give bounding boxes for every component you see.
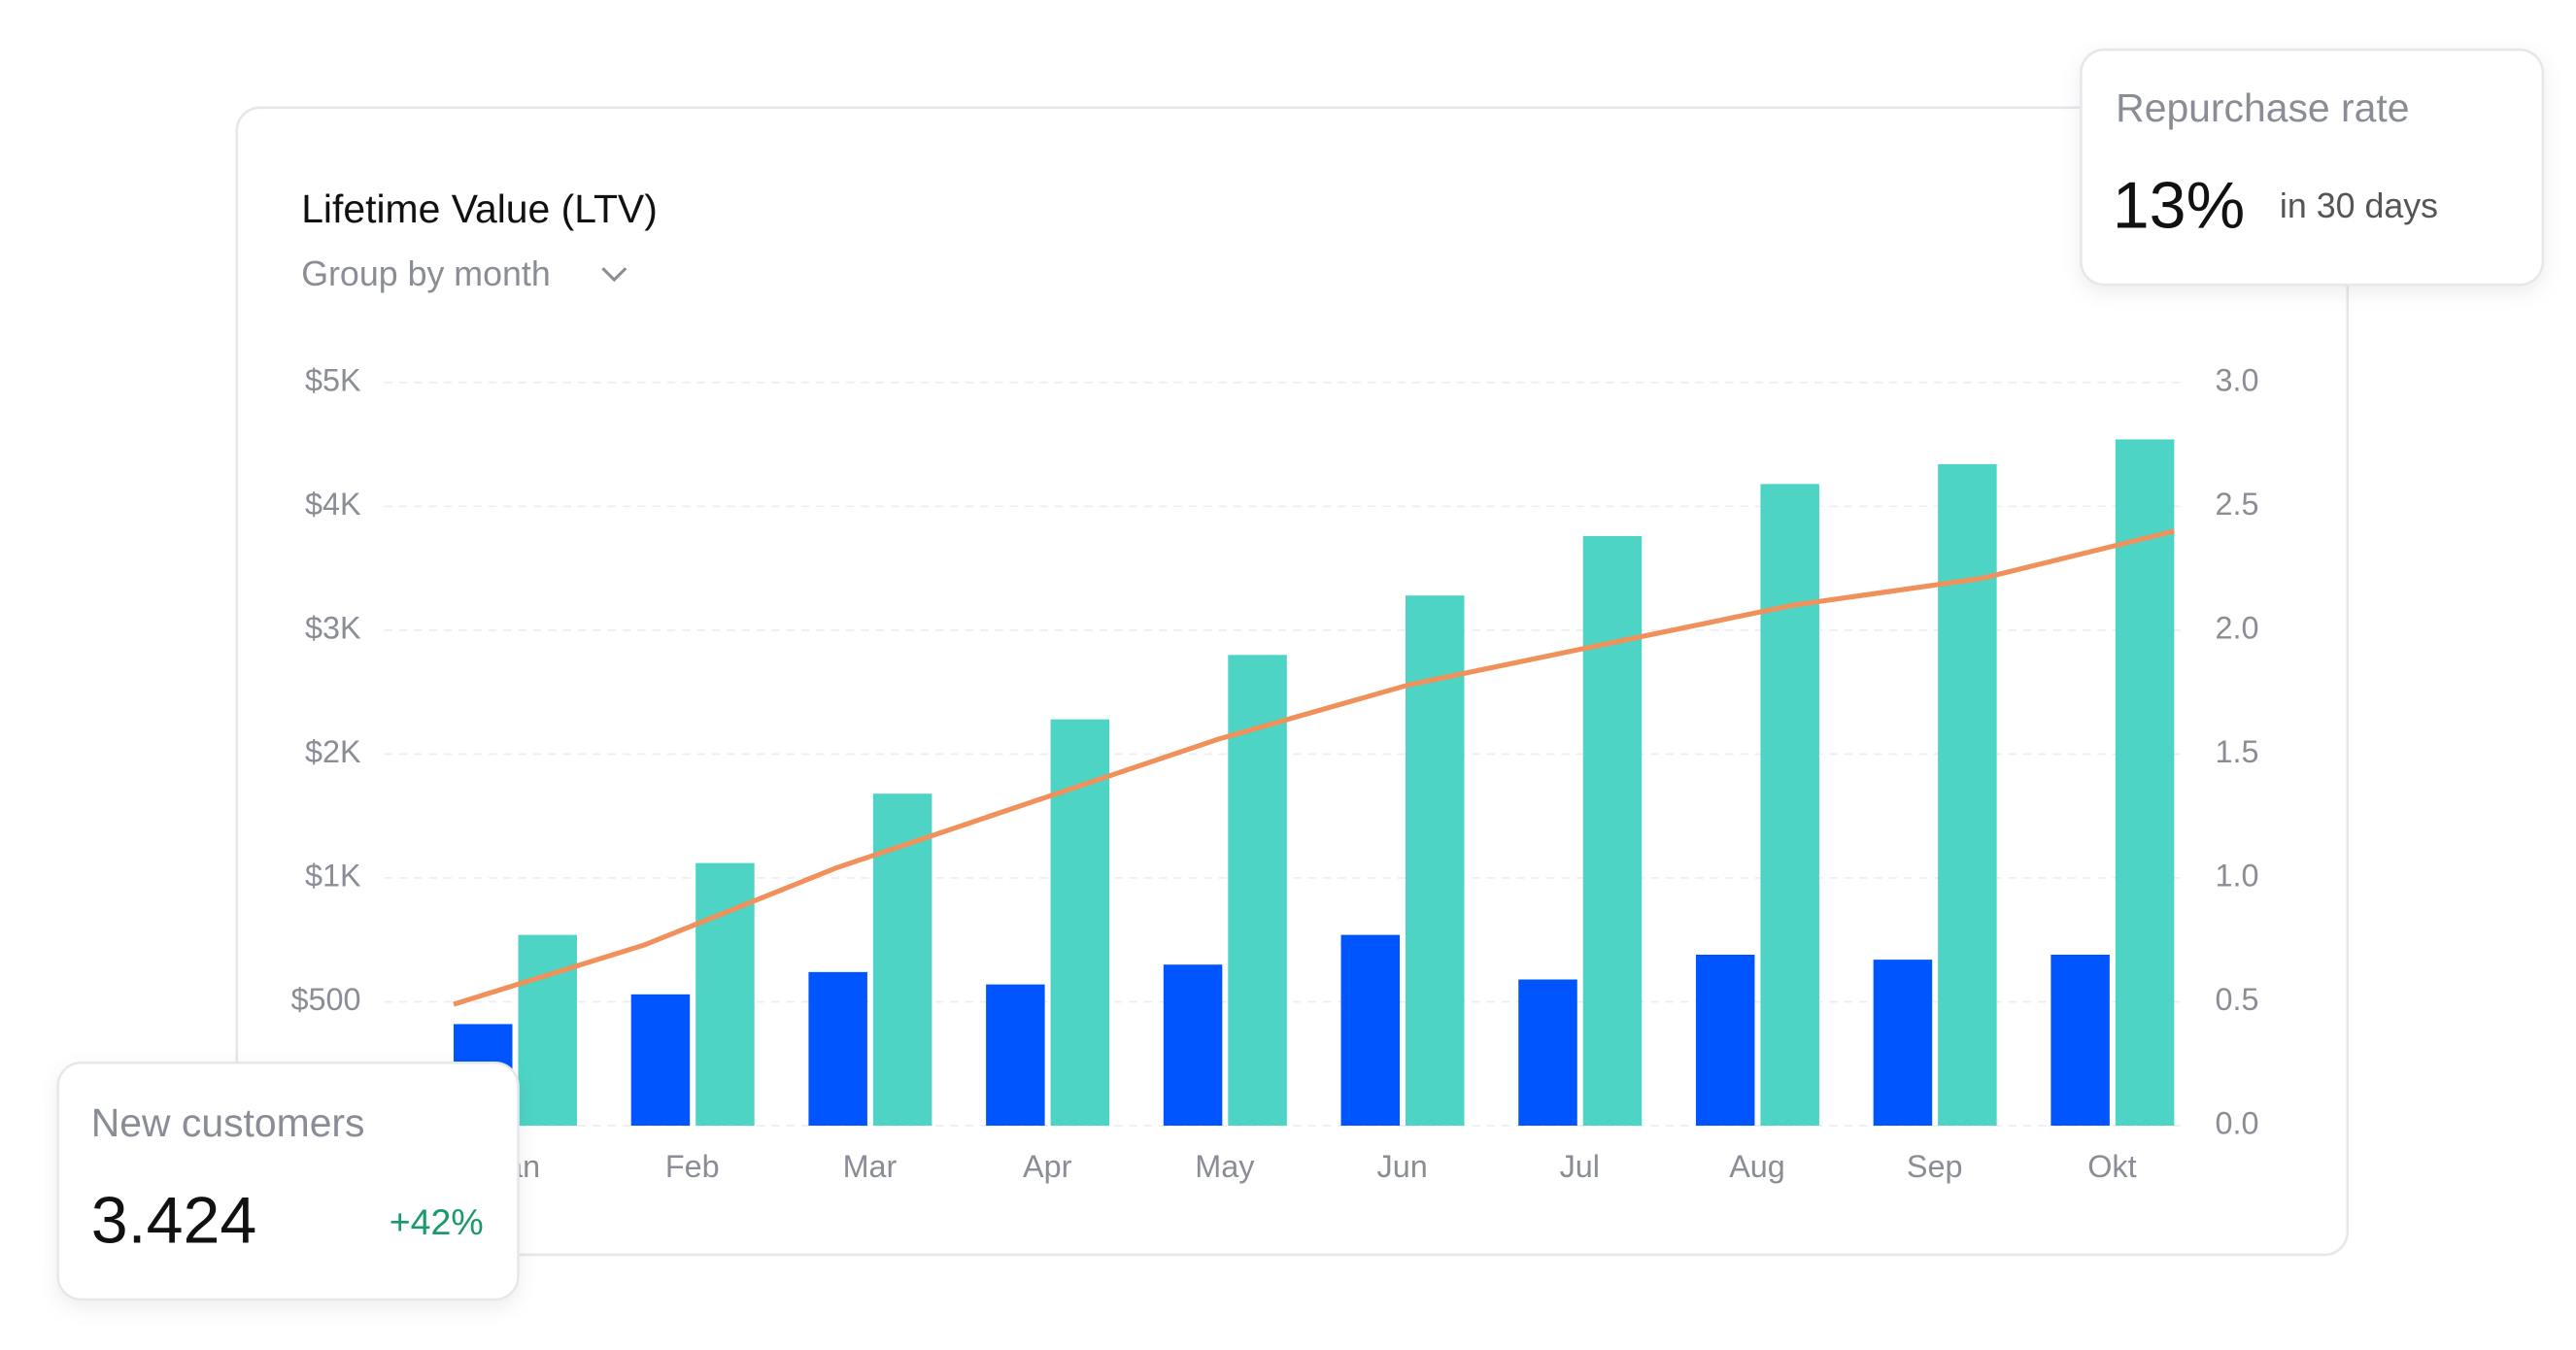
bar [1695, 955, 1755, 1127]
card-value: 13% [2113, 168, 2245, 242]
x-tick-label: Aug [1729, 1149, 1785, 1184]
bar [1582, 535, 1643, 1127]
repurchase-card [2080, 48, 2545, 287]
y2-tick-label: 1.5 [2215, 734, 2258, 769]
card-bg [2080, 48, 2545, 287]
card-bg [56, 1061, 520, 1301]
x-tick-label: Apr [1023, 1149, 1072, 1184]
y2-tick-label: 0.5 [2215, 982, 2258, 1017]
y-tick-label: $1K [305, 858, 361, 893]
card-change: +42% [390, 1201, 484, 1242]
bar [518, 934, 577, 1127]
x-tick-label: Jun [1377, 1149, 1428, 1184]
y2-tick-label: 2.5 [2215, 487, 2258, 522]
y-tick-label: $5K [305, 362, 361, 397]
bar [630, 994, 691, 1127]
chart-card [235, 106, 2350, 1257]
bar [2115, 439, 2175, 1127]
y2-tick-label: 3.0 [2215, 362, 2258, 397]
new-customers-card [56, 1061, 520, 1301]
bar [872, 793, 932, 1127]
x-tick-label: Mar [843, 1149, 898, 1184]
chart-title: Lifetime Value (LTV) [301, 186, 658, 231]
bar [986, 984, 1045, 1127]
card-label: Repurchase rate [2116, 85, 2409, 130]
plot: 0.0 0.5 1.0 1.5 2.0 2.5 3.0 $5K $4K $3K $2K $1K $500… [291, 362, 2259, 1184]
y-tick-label: $4K [305, 487, 361, 522]
line [453, 528, 2175, 1007]
group-by-select[interactable]: Group by month [301, 254, 551, 293]
x-tick-label: Okt [2087, 1149, 2136, 1184]
card-note: in 30 days [2280, 186, 2438, 225]
bar [1760, 484, 1819, 1127]
y2-tick-label: 0.0 [2215, 1106, 2258, 1141]
x-tick-label: Jul [1560, 1149, 1600, 1184]
y2-tick-label: 1.0 [2215, 858, 2258, 893]
bar [808, 971, 867, 1127]
y-tick-label: $2K [305, 734, 361, 769]
x-tick-label: Feb [665, 1149, 720, 1184]
y2-tick-label: 2.0 [2215, 610, 2258, 645]
bar [1873, 960, 1933, 1127]
bar [1938, 463, 1997, 1127]
card-label: New customers [91, 1100, 365, 1145]
card-value: 3.424 [91, 1183, 257, 1257]
y-tick-label: $500 [291, 982, 361, 1017]
bar [1518, 979, 1577, 1127]
x-tick-label: Sep [1907, 1149, 1963, 1184]
bar [2051, 955, 2110, 1127]
bar [1163, 964, 1223, 1127]
bar [1340, 934, 1401, 1127]
x-tick-label: May [1195, 1149, 1255, 1184]
y-tick-label: $3K [305, 610, 361, 645]
chevron[interactable] [601, 267, 627, 283]
